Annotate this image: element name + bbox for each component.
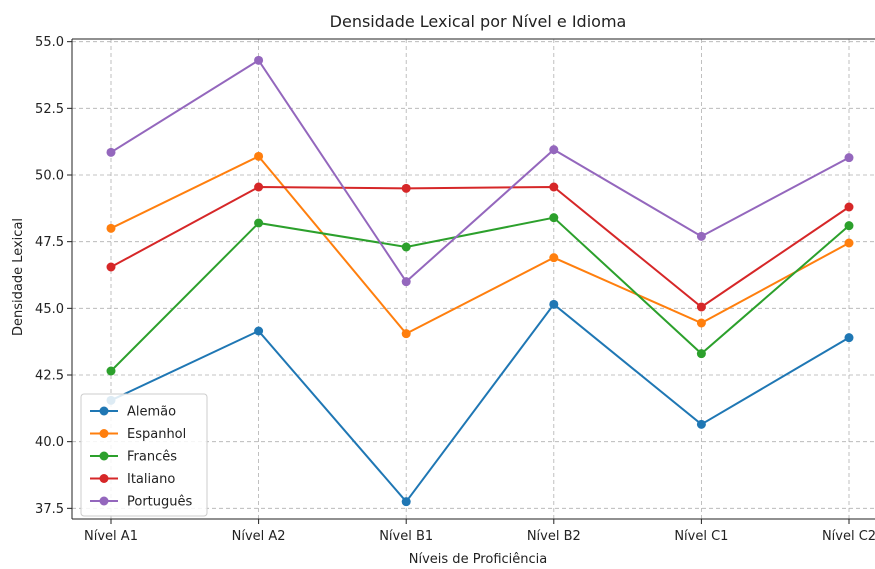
series-italiano xyxy=(106,182,854,312)
data-point-portugues xyxy=(254,55,264,65)
data-point-alemao xyxy=(549,299,559,309)
legend-swatch-marker xyxy=(99,451,109,461)
legend-item-alemao: Alemão xyxy=(90,405,176,420)
series-line-espanhol xyxy=(110,155,850,335)
series-line-italiano xyxy=(110,185,850,309)
data-point-alemao xyxy=(401,497,411,507)
data-point-espanhol xyxy=(254,151,264,161)
data-point-portugues xyxy=(401,277,411,287)
series-line-alemao xyxy=(110,302,850,504)
data-point-espanhol xyxy=(401,329,411,339)
legend-swatch-marker xyxy=(99,429,109,438)
chart-title: Densidade Lexical por Nível e Idioma xyxy=(330,12,627,31)
data-point-frances xyxy=(401,242,411,252)
y-tick-label: 47.5 xyxy=(35,235,64,250)
legend-item-espanhol: Espanhol xyxy=(90,427,186,442)
data-point-portugues xyxy=(549,145,559,155)
x-axis-label: Níveis de Proficiência xyxy=(409,552,547,564)
data-point-portugues xyxy=(696,231,706,241)
x-tick-label: Nível C1 xyxy=(674,529,728,544)
legend-swatch-marker xyxy=(99,474,109,483)
series-frances xyxy=(106,213,854,376)
data-point-espanhol xyxy=(844,238,854,248)
legend-label: Alemão xyxy=(127,405,176,420)
series-layer xyxy=(106,55,854,507)
legend-box xyxy=(80,393,208,517)
data-point-italiano xyxy=(401,183,411,193)
y-tick-label: 40.0 xyxy=(35,435,64,450)
y-tick-label: 52.5 xyxy=(35,102,64,117)
data-point-frances xyxy=(844,221,854,231)
tick-labels: Nível A1 Nível A2 Nível B1 Nível B2 Nível C1… xyxy=(35,35,875,544)
data-point-italiano xyxy=(696,302,706,312)
data-point-frances xyxy=(106,366,116,376)
data-point-italiano xyxy=(254,182,264,192)
y-tick-label: 42.5 xyxy=(35,369,64,384)
legend-swatch-marker xyxy=(99,406,109,416)
legend-label: Espanhol xyxy=(127,427,186,442)
data-point-alemao xyxy=(696,419,706,429)
data-point-alemao xyxy=(844,333,854,343)
data-point-portugues xyxy=(844,153,854,163)
x-tick-label: Nível B2 xyxy=(527,529,581,544)
data-point-alemao xyxy=(254,326,264,336)
series-espanhol xyxy=(106,151,854,339)
data-point-espanhol xyxy=(696,318,706,328)
legend-item-italiano: Italiano xyxy=(90,472,175,487)
y-axis-label: Densidade Lexical xyxy=(11,218,26,336)
x-tick-label: Nível B1 xyxy=(379,529,433,544)
data-point-italiano xyxy=(549,182,559,192)
y-tick-label: 37.5 xyxy=(35,502,64,517)
legend-item-portugues: Português xyxy=(90,495,193,510)
axes xyxy=(67,38,875,524)
data-point-frances xyxy=(549,213,559,223)
data-point-espanhol xyxy=(549,253,559,263)
data-point-portugues xyxy=(106,147,116,157)
series-line-portugues xyxy=(110,58,850,284)
data-point-italiano xyxy=(106,262,116,272)
y-tick-label: 50.0 xyxy=(35,169,64,184)
y-tick-label: 55.0 xyxy=(35,35,64,50)
x-tick-label: Nível A2 xyxy=(232,529,286,544)
legend-label: Francês xyxy=(127,450,177,465)
legend-label: Italiano xyxy=(127,472,175,487)
series-portugues xyxy=(106,55,854,287)
legend-label: Português xyxy=(127,495,193,510)
legend-swatch-marker xyxy=(99,496,109,506)
series-line-frances xyxy=(110,216,850,372)
data-point-frances xyxy=(696,349,706,359)
legend: Alemão Espanhol Francês Italiano Português xyxy=(80,393,208,517)
x-tick-label: Nível C2 xyxy=(822,529,875,544)
legend-item-frances: Francês xyxy=(90,450,177,465)
data-point-espanhol xyxy=(106,223,116,233)
x-tick-label: Nível A1 xyxy=(84,529,138,544)
y-tick-label: 45.0 xyxy=(35,302,64,317)
data-point-frances xyxy=(254,218,264,228)
data-point-italiano xyxy=(844,202,854,212)
